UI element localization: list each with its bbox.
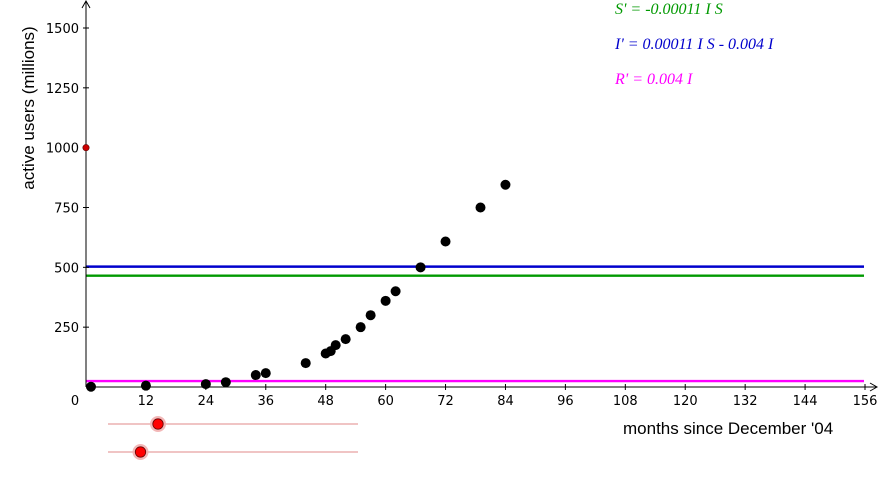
x-tick-label: 48 — [317, 394, 334, 409]
data-point — [200, 379, 211, 390]
x-tick-label: 108 — [613, 394, 638, 409]
x-tick-label: 84 — [497, 394, 514, 409]
data-point — [440, 236, 451, 247]
equations: S' = -0.00011 I S I' = 0.00011 I S - 0.00… — [614, 1, 774, 88]
x-axis-label: months since December '04 — [623, 419, 833, 438]
model-lines — [86, 265, 864, 383]
y-axis-label: active users (millions) — [19, 26, 38, 189]
equation-label: R' = 0.004 I — [614, 71, 693, 88]
x-tick-label: 120 — [673, 394, 698, 409]
x-tick-label: 36 — [257, 394, 274, 409]
equation-label: S' = -0.00011 I S — [615, 1, 723, 18]
x-axis-arrow — [869, 382, 879, 392]
data-points — [85, 179, 511, 392]
y-tick-labels: 250 500 750 1000 1250 1500 — [46, 22, 79, 336]
data-point — [260, 368, 271, 379]
initial-point-group — [82, 144, 90, 152]
data-point — [300, 358, 311, 369]
data-point — [355, 322, 366, 333]
data-point — [365, 310, 376, 321]
initial-point — [82, 144, 90, 152]
data-point — [340, 334, 351, 345]
axes — [81, 0, 879, 392]
x-tick-label: 60 — [377, 394, 394, 409]
x-tick-label: 132 — [733, 394, 758, 409]
data-point — [330, 340, 341, 351]
data-point — [475, 202, 486, 213]
x-tick-labels: 0 12 24 36 48 60 72 84 96 108 120 132 144 156 — [71, 394, 878, 409]
y-tick-label: 750 — [54, 202, 79, 217]
data-point — [415, 262, 426, 273]
slider-knob[interactable] — [152, 418, 164, 430]
y-tick-label: 500 — [54, 261, 79, 276]
y-tick-label: 1000 — [46, 142, 79, 157]
data-point — [250, 370, 261, 381]
data-point — [85, 381, 96, 392]
data-point — [140, 380, 151, 391]
x-tick-label: 156 — [853, 394, 878, 409]
data-point — [220, 377, 231, 388]
equation-label: I' = 0.00011 I S - 0.004 I — [614, 36, 774, 53]
x-tick-label: 12 — [138, 394, 155, 409]
x-tick-label: 0 — [71, 394, 79, 409]
x-tick-label: 96 — [557, 394, 574, 409]
x-tick-label: 72 — [437, 394, 454, 409]
y-tick-label: 1250 — [46, 82, 79, 97]
data-point — [390, 286, 401, 297]
y-tick-label: 1500 — [46, 22, 79, 37]
y-axis-arrow — [81, 0, 91, 9]
y-tick-label: 250 — [54, 321, 79, 336]
slider-knob[interactable] — [134, 446, 147, 458]
sliders[interactable] — [108, 416, 358, 460]
data-point — [500, 179, 511, 190]
x-tick-label: 144 — [793, 394, 818, 409]
data-point — [380, 295, 391, 306]
x-tick-label: 24 — [198, 394, 215, 409]
